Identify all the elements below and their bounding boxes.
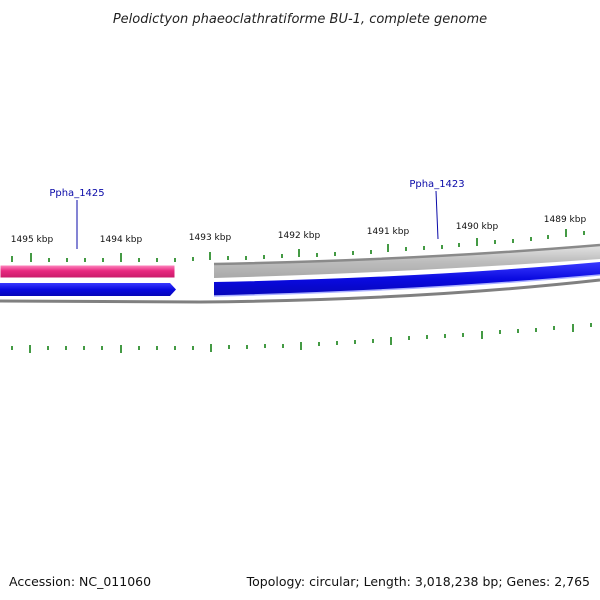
feature-blue-arrow[interactable] bbox=[0, 283, 176, 296]
feature-grey-outline bbox=[213, 243, 600, 266]
tick-label-1493: 1493 kbp bbox=[189, 233, 232, 243]
tick-label-1491: 1491 kbp bbox=[367, 227, 410, 237]
feature-blue-highlight bbox=[213, 274, 600, 297]
accession-text: Accession: NC_011060 bbox=[9, 574, 151, 589]
feature-pink-forward[interactable] bbox=[0, 264, 176, 279]
genome-backbone bbox=[0, 278, 600, 304]
tick-label-1495: 1495 kbp bbox=[11, 235, 54, 245]
tick-label-1489: 1489 kbp bbox=[544, 215, 587, 225]
inner-tick-marks bbox=[11, 323, 592, 353]
tick-label-1490: 1490 kbp bbox=[456, 222, 499, 232]
tick-label-1494: 1494 kbp bbox=[100, 235, 143, 245]
genome-summary-text: Topology: circular; Length: 3,018,238 bp… bbox=[246, 574, 590, 589]
outer-tick-marks bbox=[11, 229, 585, 262]
leader-line-ppha-1423 bbox=[435, 190, 439, 240]
gene-label-ppha-1425[interactable]: Ppha_1425 bbox=[49, 188, 104, 199]
tick-label-1492: 1492 kbp bbox=[278, 231, 321, 241]
gene-label-ppha-1423[interactable]: Ppha_1423 bbox=[409, 179, 464, 190]
feature-blue-reverse[interactable] bbox=[214, 262, 600, 296]
map-title: Pelodictyon phaeoclathratiforme BU-1, co… bbox=[113, 12, 487, 27]
tick-labels: 1495 kbp 1494 kbp 1493 kbp 1492 kbp 1491… bbox=[11, 215, 587, 245]
